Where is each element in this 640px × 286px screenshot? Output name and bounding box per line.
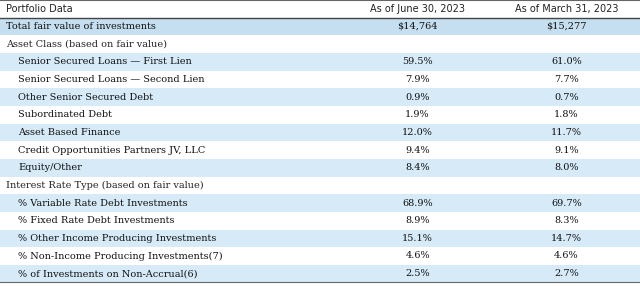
Text: % Fixed Rate Debt Investments: % Fixed Rate Debt Investments <box>18 216 175 225</box>
Bar <box>0 88 640 106</box>
Text: 8.3%: 8.3% <box>554 216 579 225</box>
Bar <box>0 212 640 229</box>
Text: 1.9%: 1.9% <box>405 110 430 119</box>
Bar <box>0 0 640 18</box>
Text: Senior Secured Loans — First Lien: Senior Secured Loans — First Lien <box>18 57 191 66</box>
Text: 59.5%: 59.5% <box>403 57 433 66</box>
Text: 8.9%: 8.9% <box>405 216 430 225</box>
Text: % Non-Income Producing Investments(7): % Non-Income Producing Investments(7) <box>18 251 223 261</box>
Text: Total fair value of investments: Total fair value of investments <box>6 22 156 31</box>
Text: Portfolio Data: Portfolio Data <box>6 4 73 14</box>
Bar <box>0 194 640 212</box>
Text: 1.8%: 1.8% <box>554 110 579 119</box>
Bar <box>0 229 640 247</box>
Bar <box>0 18 640 35</box>
Text: 8.0%: 8.0% <box>554 163 579 172</box>
Text: 9.4%: 9.4% <box>405 146 430 154</box>
Text: 2.5%: 2.5% <box>405 269 430 278</box>
Text: 4.6%: 4.6% <box>405 251 430 261</box>
Text: $14,764: $14,764 <box>397 22 438 31</box>
Text: 9.1%: 9.1% <box>554 146 579 154</box>
Text: % Other Income Producing Investments: % Other Income Producing Investments <box>18 234 216 243</box>
Text: 69.7%: 69.7% <box>551 198 582 208</box>
Text: 7.7%: 7.7% <box>554 75 579 84</box>
Bar <box>0 247 640 265</box>
Bar <box>0 53 640 71</box>
Text: 68.9%: 68.9% <box>403 198 433 208</box>
Text: As of June 30, 2023: As of June 30, 2023 <box>370 4 465 14</box>
Text: Interest Rate Type (based on fair value): Interest Rate Type (based on fair value) <box>6 181 204 190</box>
Text: 8.4%: 8.4% <box>405 163 430 172</box>
Text: 0.7%: 0.7% <box>554 93 579 102</box>
Text: Asset Class (based on fair value): Asset Class (based on fair value) <box>6 40 168 49</box>
Text: 15.1%: 15.1% <box>402 234 433 243</box>
Text: 0.9%: 0.9% <box>405 93 430 102</box>
Bar <box>0 71 640 88</box>
Text: 4.6%: 4.6% <box>554 251 579 261</box>
Text: Other Senior Secured Debt: Other Senior Secured Debt <box>18 93 153 102</box>
Text: Subordinated Debt: Subordinated Debt <box>18 110 112 119</box>
Bar <box>0 265 640 283</box>
Bar <box>0 35 640 53</box>
Bar <box>0 176 640 194</box>
Text: As of March 31, 2023: As of March 31, 2023 <box>515 4 618 14</box>
Text: 2.7%: 2.7% <box>554 269 579 278</box>
Bar <box>0 159 640 176</box>
Text: 61.0%: 61.0% <box>551 57 582 66</box>
Text: Equity/Other: Equity/Other <box>18 163 82 172</box>
Bar <box>0 141 640 159</box>
Text: 14.7%: 14.7% <box>551 234 582 243</box>
Bar <box>0 124 640 141</box>
Text: % of Investments on Non-Accrual(6): % of Investments on Non-Accrual(6) <box>18 269 197 278</box>
Bar <box>0 106 640 124</box>
Text: 11.7%: 11.7% <box>551 128 582 137</box>
Text: Asset Based Finance: Asset Based Finance <box>18 128 120 137</box>
Text: 7.9%: 7.9% <box>405 75 430 84</box>
Text: $15,277: $15,277 <box>546 22 587 31</box>
Text: 12.0%: 12.0% <box>402 128 433 137</box>
Text: Senior Secured Loans — Second Lien: Senior Secured Loans — Second Lien <box>18 75 204 84</box>
Text: Credit Opportunities Partners JV, LLC: Credit Opportunities Partners JV, LLC <box>18 146 205 154</box>
Text: % Variable Rate Debt Investments: % Variable Rate Debt Investments <box>18 198 188 208</box>
